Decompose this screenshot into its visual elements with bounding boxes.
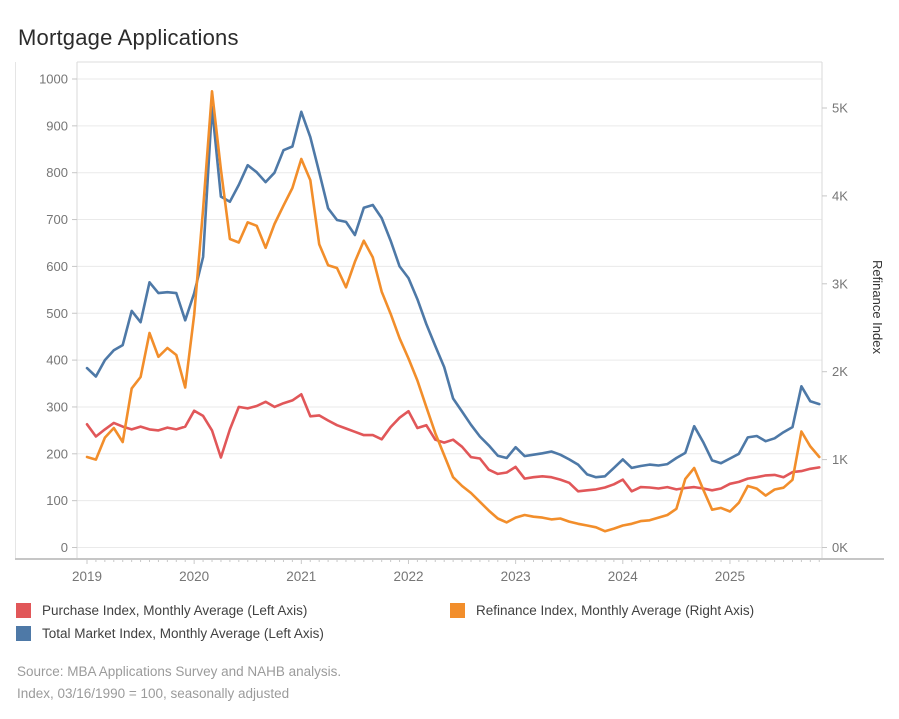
refinance-line (85, 90, 821, 533)
x-axis-year-label: 2022 (393, 569, 423, 584)
right-axis-tick-label: 3K (832, 276, 848, 291)
legend-label-purchase-index: Purchase Index, Monthly Average (Left Ax… (42, 602, 308, 618)
x-axis-year-label: 2021 (286, 569, 316, 584)
right-axis-tick-label: 0K (832, 540, 848, 555)
line-chart: 0 100 200 300 400 500 600 700 800 900 1000 0K 1K 2K 3K… (15, 61, 885, 584)
right-axis-tick-label: 1K (832, 452, 848, 467)
left-axis-tick-label: 100 (46, 493, 68, 508)
total-market-index-swatch (16, 625, 31, 641)
right-axis-title: Refinance Index (870, 260, 885, 354)
source-note-line-1: Source: MBA Applications Survey and NAHB… (17, 664, 342, 679)
legend-label-refinance-index: Refinance Index, Monthly Average (Right … (476, 602, 755, 618)
legend-label-total-market-index: Total Market Index, Monthly Average (Lef… (42, 625, 324, 641)
left-axis-tick-label: 500 (46, 306, 68, 321)
x-axis-year-label: 2025 (715, 569, 745, 584)
legend-item-refinance-index[interactable]: Refinance Index, Monthly Average (Right … (450, 601, 754, 619)
left-axis-tick-label: 700 (46, 212, 68, 227)
left-axis-tick-label: 1000 (39, 72, 68, 87)
x-axis-year-label: 2024 (608, 569, 639, 584)
left-axis-tick-label: 900 (46, 118, 68, 133)
left-axis-tick-label: 600 (46, 259, 68, 274)
total-market-line (85, 105, 821, 479)
left-axis-tick-label: 200 (46, 446, 68, 461)
legend-item-total-market-index[interactable]: Total Market Index, Monthly Average (Lef… (16, 624, 324, 642)
left-axis-tick-label: 300 (46, 399, 68, 414)
right-axis-tick-label: 4K (832, 188, 848, 203)
source-note: Source: MBA Applications Survey and NAHB… (17, 661, 341, 705)
left-axis-tick-label: 400 (46, 353, 68, 368)
purchase-index-swatch (16, 602, 31, 618)
legend-item-purchase-index[interactable]: Purchase Index, Monthly Average (Left Ax… (16, 601, 307, 619)
x-axis-year-label: 2019 (72, 569, 102, 584)
x-axis-year-label: 2023 (501, 569, 531, 584)
left-axis-tick-label: 800 (46, 165, 68, 180)
source-note-line-2: Index, 03/16/1990 = 100, seasonally adju… (17, 686, 290, 701)
right-axis-tick-label: 2K (832, 364, 848, 379)
left-axis-tick-label: 0 (61, 540, 68, 555)
refinance-index-swatch (450, 602, 465, 618)
page-title: Mortgage Applications (18, 25, 239, 50)
x-axis-year-label: 2020 (179, 569, 209, 584)
right-axis-tick-label: 5K (832, 101, 848, 116)
purchase-line (85, 392, 821, 493)
